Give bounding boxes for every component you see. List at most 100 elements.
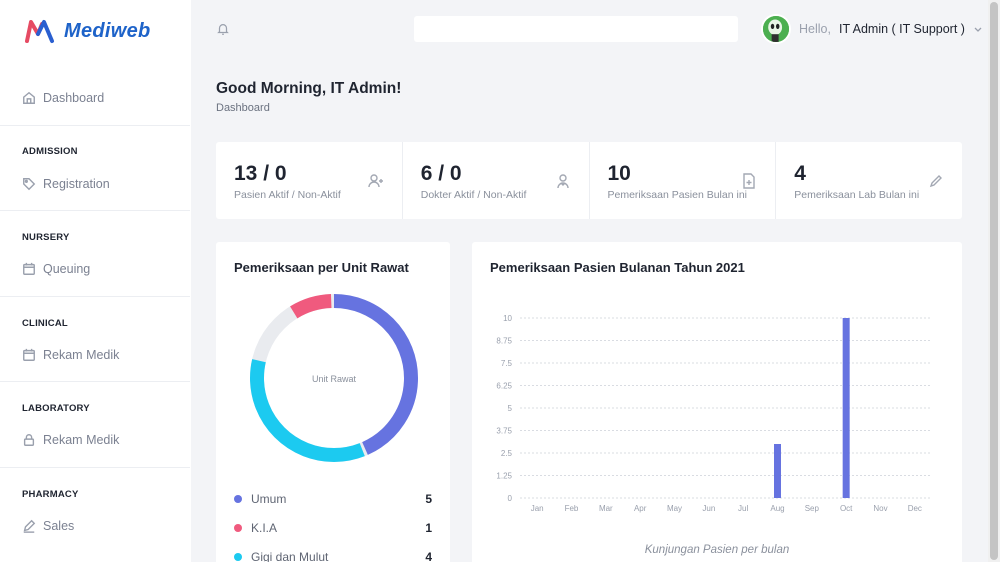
y-tick-label: 0 bbox=[508, 494, 513, 503]
bar-oct[interactable] bbox=[842, 318, 850, 498]
section-title-pharmacy: PHARMACY bbox=[22, 489, 79, 500]
breadcrumb: Dashboard bbox=[216, 102, 270, 114]
legend-dot bbox=[234, 524, 242, 532]
calendar-icon bbox=[23, 262, 35, 275]
legend-value: 1 bbox=[425, 521, 432, 535]
section-title-laboratory: LABORATORY bbox=[22, 403, 90, 414]
legend-label: K.I.A bbox=[251, 521, 278, 535]
donut-chart: Unit Rawat bbox=[250, 294, 418, 462]
chart-title: Pemeriksaan Pasien Bulanan Tahun 2021 bbox=[490, 260, 745, 275]
y-tick-label: 10 bbox=[503, 314, 512, 323]
bar-chart: 0 1.25 2.5 3.75 5 6.25 7.5 8.75 10 Jan Feb Mar Apr Ma… bbox=[496, 314, 932, 513]
divider bbox=[0, 125, 190, 126]
scrollbar-thumb[interactable] bbox=[990, 2, 998, 560]
x-tick-label: May bbox=[667, 504, 682, 513]
page-title: Good Morning, IT Admin! bbox=[216, 80, 402, 97]
y-tick-label: 2.5 bbox=[501, 449, 513, 458]
x-tick-label: Jun bbox=[702, 504, 715, 513]
monthly-chart-card: Pemeriksaan Pasien Bulanan Tahun 2021 0 1… bbox=[472, 242, 962, 562]
lock-icon bbox=[23, 434, 35, 446]
stat-label: Pasien Aktif / Non-Aktif bbox=[234, 189, 341, 201]
sidebar-item-queuing[interactable]: Queuing bbox=[22, 262, 90, 276]
tag-icon bbox=[23, 178, 36, 191]
x-tick-label: Apr bbox=[634, 504, 647, 513]
y-tick-label: 7.5 bbox=[501, 359, 513, 368]
sidebar-item-dashboard[interactable]: Dashboard bbox=[22, 91, 104, 105]
y-tick-label: 5 bbox=[508, 404, 513, 413]
legend-item-umum[interactable]: Umum 5 bbox=[234, 492, 432, 506]
logo-mark-icon bbox=[25, 20, 54, 43]
alien-avatar-icon bbox=[763, 16, 789, 42]
stat-dokter: 6 / 0 Dokter Aktif / Non-Aktif bbox=[403, 142, 590, 219]
page-scrollbar[interactable] bbox=[988, 0, 1000, 562]
donut-slice-gigi-dan-mulut[interactable] bbox=[250, 294, 418, 462]
pencil-icon bbox=[928, 173, 944, 189]
stat-value: 10 bbox=[607, 162, 631, 185]
legend-dot bbox=[234, 553, 242, 561]
brand-name: Mediweb bbox=[64, 19, 151, 42]
y-tick-label: 8.75 bbox=[496, 337, 512, 346]
bar-aug[interactable] bbox=[774, 444, 781, 498]
x-tick-label: Jan bbox=[531, 504, 544, 513]
y-tick-label: 3.75 bbox=[496, 427, 512, 436]
x-tick-label: Nov bbox=[873, 504, 887, 513]
x-tick-label: Feb bbox=[565, 504, 579, 513]
stat-pasien: 13 / 0 Pasien Aktif / Non-Aktif bbox=[216, 142, 403, 219]
section-title-admission: ADMISSION bbox=[22, 146, 78, 157]
divider bbox=[0, 296, 190, 297]
divider bbox=[0, 467, 190, 468]
sidebar-item-label: Dashboard bbox=[43, 91, 105, 105]
legend-item-kia[interactable]: K.I.A 1 bbox=[234, 521, 432, 535]
user-plus-icon bbox=[368, 173, 384, 189]
greeting-prefix: Hello, bbox=[799, 22, 831, 36]
y-tick-label: 6.25 bbox=[496, 382, 512, 391]
donut-slice-umum[interactable] bbox=[250, 294, 418, 462]
divider bbox=[0, 210, 190, 211]
calendar-icon bbox=[23, 348, 35, 361]
x-tick-label: Mar bbox=[599, 504, 613, 513]
stat-pemeriksaan: 10 Pemeriksaan Pasien Bulan ini bbox=[590, 142, 777, 219]
stat-value: 6 / 0 bbox=[420, 162, 462, 185]
chevron-down-icon bbox=[974, 27, 982, 32]
chart-xlabel: Kunjungan Pasien per bulan bbox=[644, 544, 790, 556]
user-name: IT Admin ( IT Support ) bbox=[838, 22, 965, 36]
edit-icon bbox=[23, 519, 36, 533]
legend-value: 4 bbox=[425, 550, 432, 562]
sidebar-item-sales[interactable]: Sales bbox=[22, 519, 74, 533]
sidebar-item-label: Rekam Medik bbox=[43, 433, 120, 447]
sidebar-item-label: Rekam Medik bbox=[43, 348, 120, 362]
section-title-nursery: NURSERY bbox=[22, 232, 70, 243]
home-icon bbox=[23, 91, 35, 104]
sidebar-item-label: Sales bbox=[43, 519, 75, 533]
brand-logo[interactable]: Mediweb bbox=[24, 18, 151, 44]
legend-dot bbox=[234, 495, 242, 503]
avatar bbox=[761, 14, 791, 44]
sidebar-item-label: Queuing bbox=[43, 262, 91, 276]
sidebar-item-rekam-medik-clinical[interactable]: Rekam Medik bbox=[22, 348, 119, 362]
stats-panel: 13 / 0 Pasien Aktif / Non-Aktif 6 / 0 Do… bbox=[216, 142, 962, 219]
legend-label: Gigi dan Mulut bbox=[251, 550, 329, 562]
sidebar-item-rekam-medik-lab[interactable]: Rekam Medik bbox=[22, 433, 119, 447]
stat-lab: 4 Pemeriksaan Lab Bulan ini bbox=[776, 142, 962, 219]
sidebar-item-registration[interactable]: Registration bbox=[22, 177, 110, 191]
y-tick-label: 1.25 bbox=[496, 472, 512, 481]
stat-label: Pemeriksaan Lab Bulan ini bbox=[794, 189, 920, 201]
stat-value: 13 / 0 bbox=[234, 162, 287, 185]
x-tick-label: Aug bbox=[770, 504, 784, 513]
doctor-icon bbox=[555, 173, 571, 189]
x-tick-label: Oct bbox=[840, 504, 853, 513]
stat-value: 4 bbox=[794, 162, 806, 185]
stat-label: Dokter Aktif / Non-Aktif bbox=[420, 189, 527, 201]
section-title-clinical: CLINICAL bbox=[22, 318, 68, 329]
sidebar-item-label: Registration bbox=[43, 177, 110, 191]
search-input[interactable] bbox=[414, 16, 738, 42]
x-tick-label: Dec bbox=[908, 504, 922, 513]
bell-icon[interactable] bbox=[216, 22, 230, 36]
legend-item-gigi[interactable]: Gigi dan Mulut 4 bbox=[234, 550, 432, 562]
stat-label: Pemeriksaan Pasien Bulan ini bbox=[607, 189, 748, 201]
user-menu[interactable]: Hello, IT Admin ( IT Support ) bbox=[761, 14, 983, 44]
divider bbox=[0, 381, 190, 382]
legend-label: Umum bbox=[251, 492, 287, 506]
sidebar: Mediweb Dashboard ADMISSION Registration… bbox=[0, 0, 191, 562]
file-plus-icon bbox=[741, 173, 757, 189]
